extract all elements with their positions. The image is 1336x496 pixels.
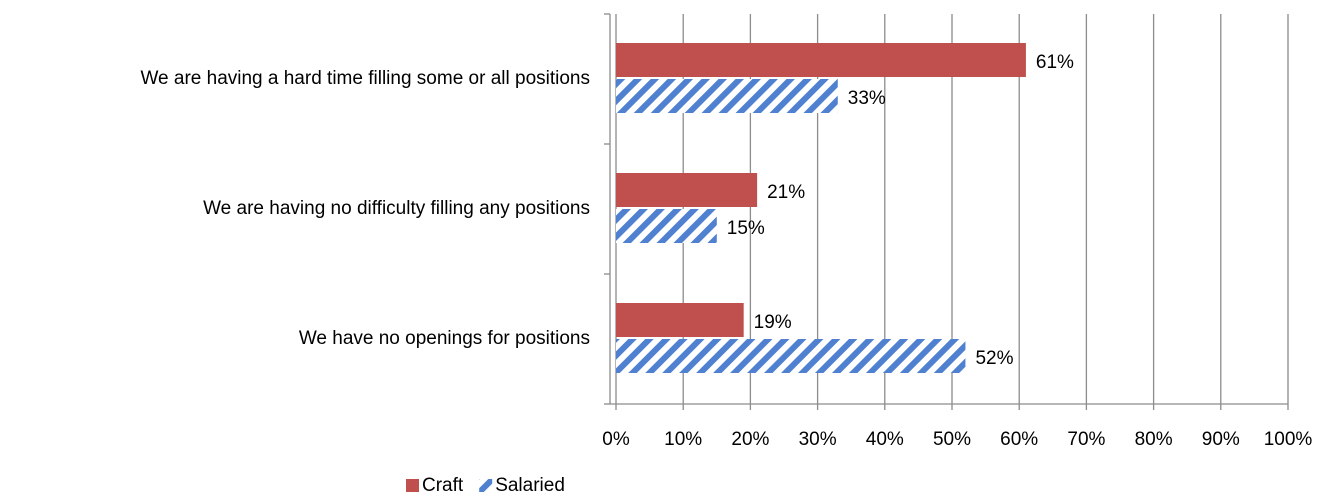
value-label: 33% [848,88,886,109]
legend-swatch [479,479,493,492]
x-tick-label: 90% [1202,429,1240,450]
legend-label: Salaried [495,475,565,496]
x-tick-label: 30% [799,429,837,450]
value-label: 21% [767,182,805,203]
legend-swatch [406,479,419,492]
category-label: We have no openings for positions [299,328,590,349]
bar [616,209,717,243]
bar [616,173,758,207]
bar [616,43,1026,77]
category-label: We are having a hard time filling some o… [140,68,590,89]
value-label: 19% [754,312,792,333]
x-tick-label: 10% [664,429,702,450]
x-tick-label: 60% [1000,429,1038,450]
x-tick-label: 100% [1264,429,1313,450]
category-label: We are having no difficulty filling any … [203,198,590,219]
x-tick-label: 80% [1135,429,1173,450]
x-tick-label: 50% [933,429,971,450]
value-label: 15% [727,218,765,239]
value-label: 52% [975,348,1013,369]
bar [616,339,966,373]
bar [616,303,744,337]
x-tick-label: 70% [1067,429,1105,450]
x-tick-label: 0% [602,429,630,450]
value-label: 61% [1036,52,1074,73]
legend-label: Craft [422,475,464,496]
x-tick-label: 20% [731,429,769,450]
x-tick-label: 40% [866,429,904,450]
bar [616,79,838,113]
